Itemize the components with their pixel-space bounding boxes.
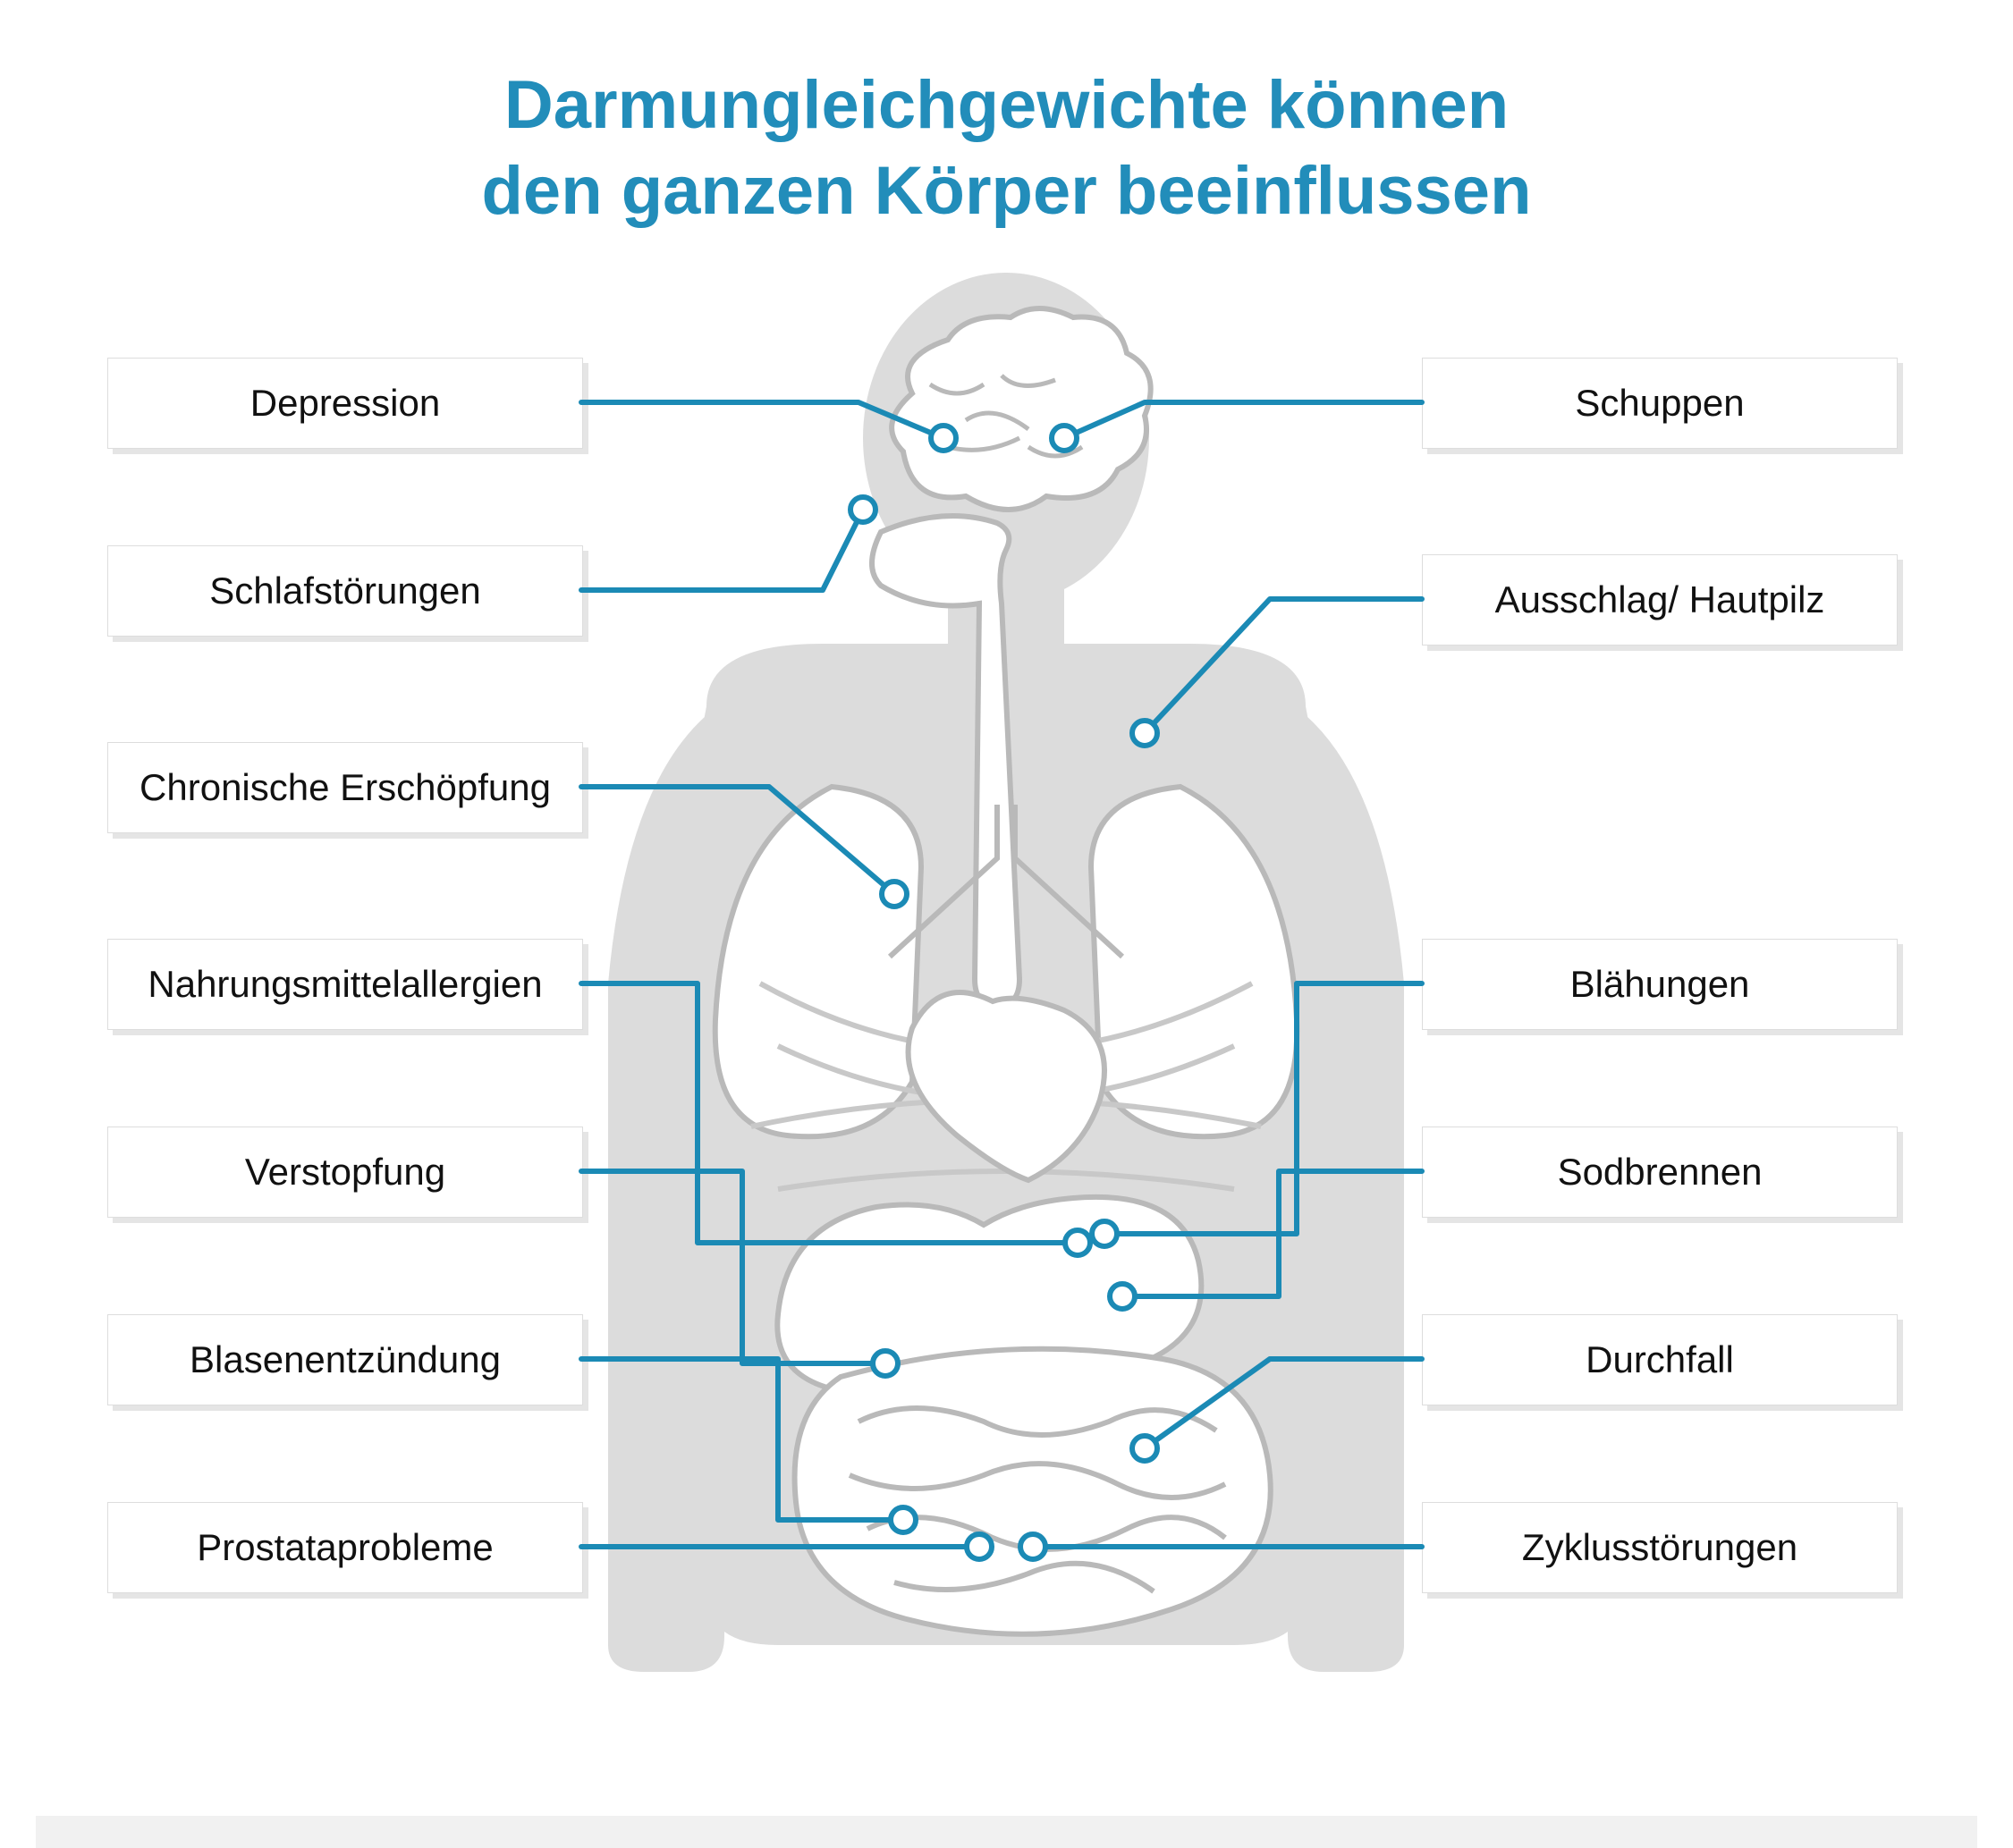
label-zyklus: Zyklusstörungen	[1422, 1502, 1898, 1593]
label-verstopfung: Verstopfung	[107, 1127, 583, 1218]
label-text: Verstopfung	[245, 1151, 445, 1194]
label-text: Schuppen	[1575, 382, 1744, 425]
label-text: Schlafstörungen	[209, 570, 481, 612]
label-sodbrennen: Sodbrennen	[1422, 1127, 1898, 1218]
label-text: Ausschlag/ Hautpilz	[1495, 578, 1825, 621]
label-text: Sodbrennen	[1558, 1151, 1763, 1194]
label-blaehungen: Blähungen	[1422, 939, 1898, 1030]
label-prostata: Prostataprobleme	[107, 1502, 583, 1593]
label-text: Chronische Erschöpfung	[140, 766, 551, 809]
label-text: Blasenentzündung	[190, 1338, 501, 1381]
label-durchfall: Durchfall	[1422, 1314, 1898, 1405]
label-text: Zyklusstörungen	[1522, 1526, 1797, 1569]
label-schuppen: Schuppen	[1422, 358, 1898, 449]
label-erschoepfung: Chronische Erschöpfung	[107, 742, 583, 833]
label-allergien: Nahrungsmittelallergien	[107, 939, 583, 1030]
footer-divider	[36, 1816, 1977, 1848]
label-depression: Depression	[107, 358, 583, 449]
label-schlaf: Schlafstörungen	[107, 545, 583, 637]
label-text: Depression	[250, 382, 440, 425]
label-text: Blähungen	[1570, 963, 1750, 1006]
infographic-page: Darmungleichgewichte können den ganzen K…	[0, 0, 2013, 1848]
label-blase: Blasenentzündung	[107, 1314, 583, 1405]
page-title: Darmungleichgewichte können den ganzen K…	[0, 63, 2013, 234]
label-hautpilz: Ausschlag/ Hautpilz	[1422, 554, 1898, 646]
label-text: Durchfall	[1586, 1338, 1734, 1381]
label-text: Prostataprobleme	[197, 1526, 494, 1569]
label-text: Nahrungsmittelallergien	[148, 963, 542, 1006]
